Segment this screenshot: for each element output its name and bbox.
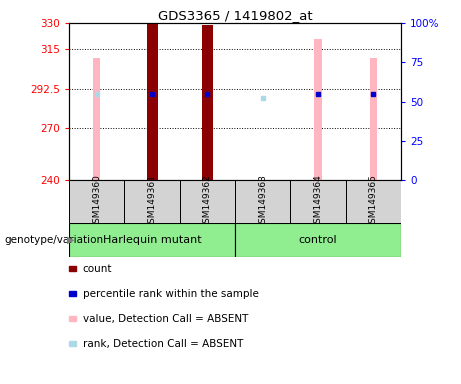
- Bar: [69, 180, 124, 223]
- Bar: [290, 180, 346, 223]
- Bar: [180, 180, 235, 223]
- Bar: [235, 180, 290, 223]
- Text: GSM149361: GSM149361: [148, 174, 157, 229]
- Bar: [370, 58, 377, 180]
- Text: GSM149365: GSM149365: [369, 174, 378, 229]
- Text: Harlequin mutant: Harlequin mutant: [103, 235, 201, 245]
- Bar: [314, 39, 322, 180]
- Text: GSM149364: GSM149364: [313, 174, 323, 229]
- Bar: [124, 180, 180, 223]
- Text: count: count: [83, 264, 112, 274]
- Text: ▶: ▶: [67, 235, 74, 245]
- Title: GDS3365 / 1419802_at: GDS3365 / 1419802_at: [158, 9, 313, 22]
- Bar: [235, 223, 401, 257]
- Bar: [202, 25, 213, 180]
- Bar: [204, 25, 211, 180]
- Bar: [69, 223, 235, 257]
- Text: GSM149362: GSM149362: [203, 174, 212, 229]
- Bar: [346, 180, 401, 223]
- Text: GSM149360: GSM149360: [92, 174, 101, 229]
- Bar: [93, 58, 100, 180]
- Bar: [147, 23, 158, 180]
- Text: rank, Detection Call = ABSENT: rank, Detection Call = ABSENT: [83, 339, 243, 349]
- Text: GSM149363: GSM149363: [258, 174, 267, 229]
- Text: value, Detection Call = ABSENT: value, Detection Call = ABSENT: [83, 314, 248, 324]
- Text: percentile rank within the sample: percentile rank within the sample: [83, 289, 259, 299]
- Text: control: control: [299, 235, 337, 245]
- Bar: [148, 23, 156, 180]
- Text: genotype/variation: genotype/variation: [5, 235, 104, 245]
